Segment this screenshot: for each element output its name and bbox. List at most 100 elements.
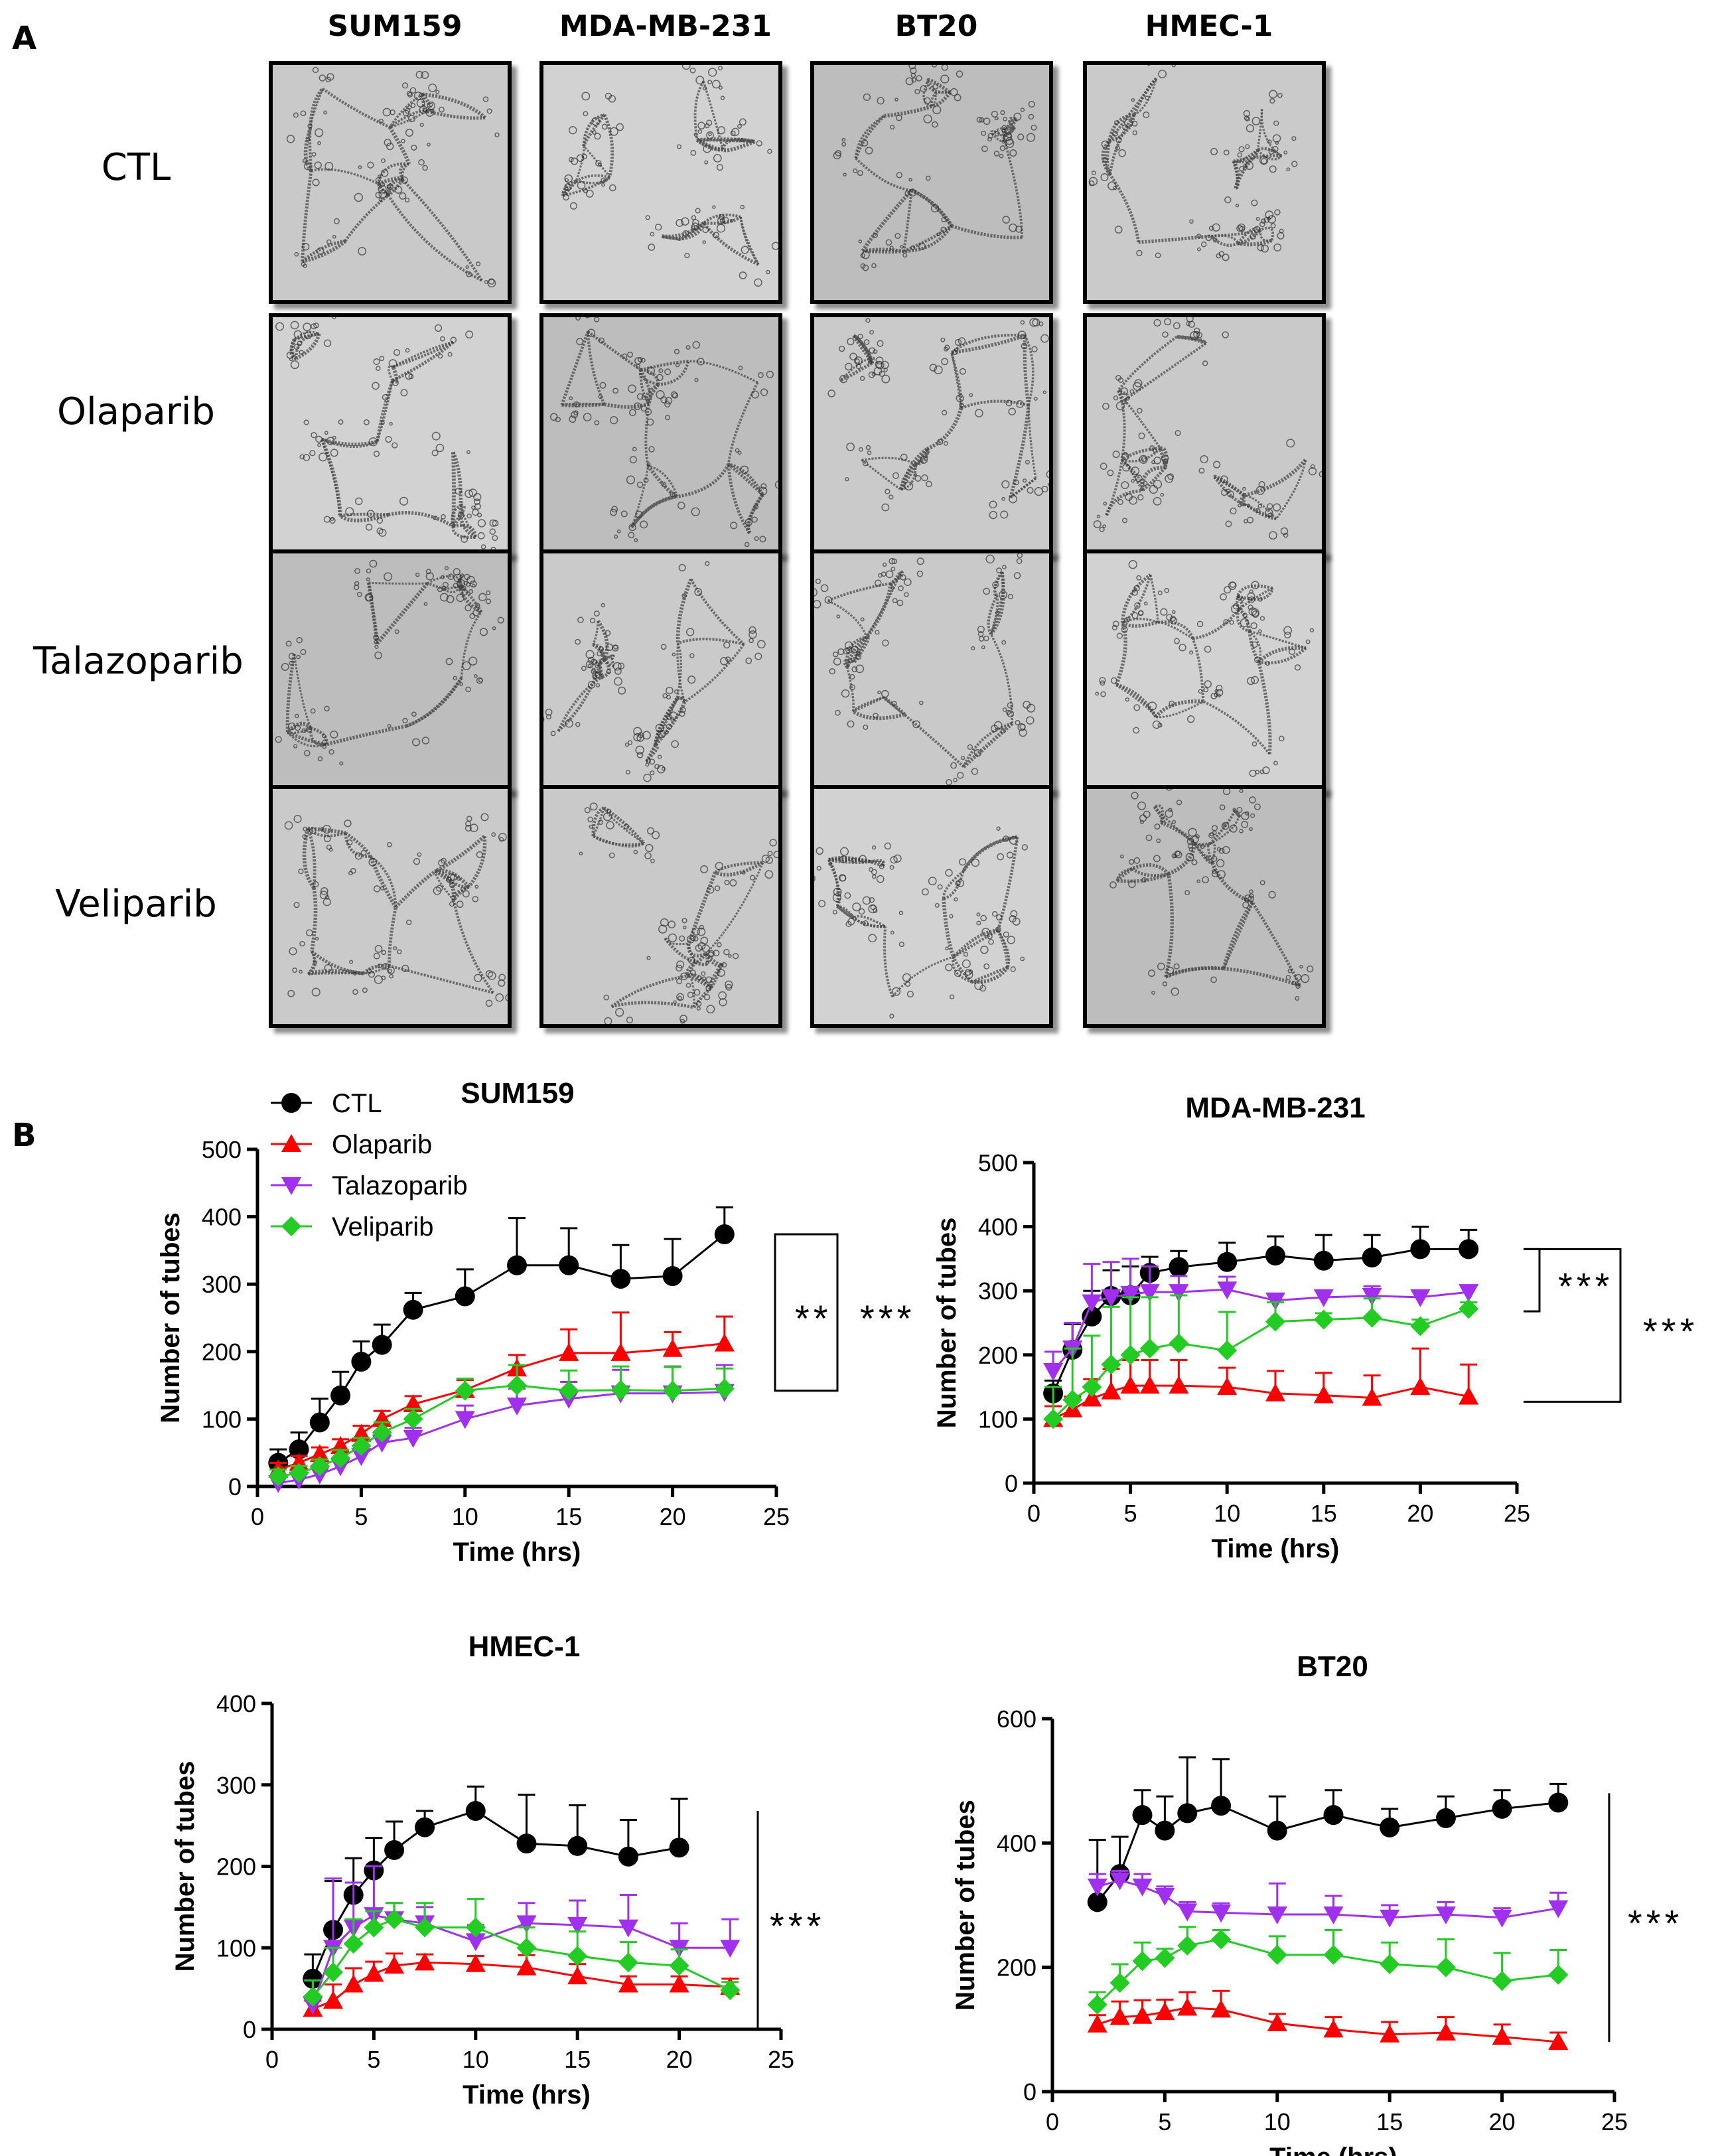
data-point: [415, 1817, 435, 1837]
data-point: [351, 1352, 372, 1372]
x-axis-label: Time (hrs): [463, 2080, 591, 2110]
bracket-line: [776, 1233, 839, 1392]
data-point: [1459, 1239, 1479, 1259]
y-tick-label: 100: [978, 1405, 1018, 1433]
x-tick-label: 15: [555, 1503, 582, 1530]
data-point: [662, 1266, 683, 1287]
data-point: [1380, 1954, 1400, 1974]
data-point: [1101, 1289, 1121, 1307]
data-point: [1265, 1383, 1285, 1401]
data-point: [1217, 1281, 1238, 1300]
x-tick-label: 25: [1601, 2108, 1628, 2135]
data-point: [567, 1835, 588, 1856]
data-point: [1087, 1994, 1107, 2015]
data-point: [303, 1968, 323, 1989]
chart-title: MDA-MB-231: [1185, 1092, 1365, 1124]
data-point: [1548, 1900, 1569, 1918]
y-tick-label: 300: [202, 1271, 242, 1298]
x-tick-label: 0: [265, 2046, 279, 2073]
data-point: [1087, 2014, 1107, 2033]
data-point: [1313, 1309, 1334, 1330]
y-tick-label: 0: [243, 2016, 256, 2043]
data-point: [1155, 1820, 1175, 1841]
y-tick-label: 100: [202, 1405, 242, 1433]
data-point: [343, 1974, 364, 1993]
data-point: [1323, 2019, 1344, 2038]
data-point: [618, 1846, 638, 1867]
data-point: [1043, 1409, 1064, 1429]
x-tick-label: 15: [1376, 2108, 1403, 2135]
row-label-ctl: CTL: [101, 146, 171, 189]
bracket-line: [774, 1233, 776, 1392]
chart-legend: CTL Olaparib Talazoparib Veliparib: [271, 1089, 468, 1242]
data-point: [465, 1917, 486, 1938]
data-point: [1435, 1957, 1456, 1977]
data-point: [1169, 1333, 1189, 1354]
data-point: [384, 1839, 405, 1860]
x-tick-label: 20: [1407, 1500, 1433, 1527]
data-point: [1177, 1803, 1198, 1824]
significance-stars: ***: [1643, 1310, 1698, 1352]
data-point: [559, 1342, 579, 1361]
data-point: [1323, 1944, 1344, 1965]
data-point: [303, 1986, 323, 2007]
data-point: [309, 1412, 330, 1433]
micrograph-bt20-ctl: [810, 61, 1053, 304]
data-point: [1435, 2023, 1456, 2041]
y-tick-label: 200: [997, 1954, 1036, 1981]
y-axis-label: Number of tubes: [932, 1218, 962, 1429]
data-point: [516, 1915, 537, 1934]
series-olaparib: [1087, 1989, 1569, 2050]
data-point: [309, 1456, 330, 1476]
data-point: [1217, 1377, 1238, 1396]
data-point: [507, 1375, 527, 1396]
data-point: [364, 1917, 384, 1938]
data-point: [455, 1380, 475, 1401]
data-point: [1169, 1257, 1189, 1277]
significance-stars: ***: [860, 1297, 915, 1339]
data-point: [1155, 2002, 1175, 2021]
data-point: [567, 1916, 588, 1935]
data-point: [507, 1255, 527, 1275]
data-point: [1313, 1385, 1334, 1403]
data-point: [1043, 1362, 1064, 1381]
y-tick-label: 0: [1005, 1470, 1018, 1497]
data-point: [281, 1177, 301, 1195]
data-point: [1155, 1948, 1175, 1968]
data-point: [415, 1952, 435, 1971]
data-point: [1267, 1944, 1287, 1965]
data-point: [330, 1448, 351, 1469]
data-point: [403, 1429, 423, 1448]
data-point: [1211, 1904, 1232, 1923]
significance-bracket: ***: [1524, 1248, 1609, 1313]
data-point: [1087, 1878, 1107, 1897]
column-header-sum159: SUM159: [327, 9, 463, 43]
micrograph-sum159-ctl: [269, 61, 512, 304]
data-point: [1101, 1354, 1121, 1375]
data-point: [610, 1269, 631, 1289]
x-tick-label: 5: [354, 1503, 368, 1530]
data-point: [1109, 2007, 1130, 2025]
y-axis-label: Number of tubes: [156, 1212, 185, 1423]
data-point: [1492, 2027, 1512, 2045]
data-point: [669, 1974, 689, 1993]
data-point: [364, 1964, 384, 1982]
data-point: [1139, 1338, 1160, 1359]
data-point: [669, 1837, 689, 1858]
data-point: [1410, 1239, 1431, 1259]
significance-bracket: ***: [776, 1233, 915, 1392]
series-line: [277, 1233, 725, 1464]
data-point: [1082, 1377, 1102, 1398]
data-point: [1313, 1250, 1334, 1271]
data-point: [1267, 1820, 1287, 1841]
micrograph-sum159-talazoparib: [269, 549, 512, 792]
data-point: [351, 1448, 372, 1467]
micrograph-hmec-1-ctl: [1083, 61, 1326, 304]
data-point: [559, 1380, 579, 1401]
data-point: [455, 1286, 475, 1307]
x-axis-label: Time (hrs): [1212, 1534, 1340, 1563]
chart-title: SUM159: [461, 1077, 574, 1110]
chart-title: BT20: [1297, 1650, 1368, 1683]
data-point: [1492, 1909, 1512, 1928]
series-talazoparib: [268, 1364, 735, 1493]
